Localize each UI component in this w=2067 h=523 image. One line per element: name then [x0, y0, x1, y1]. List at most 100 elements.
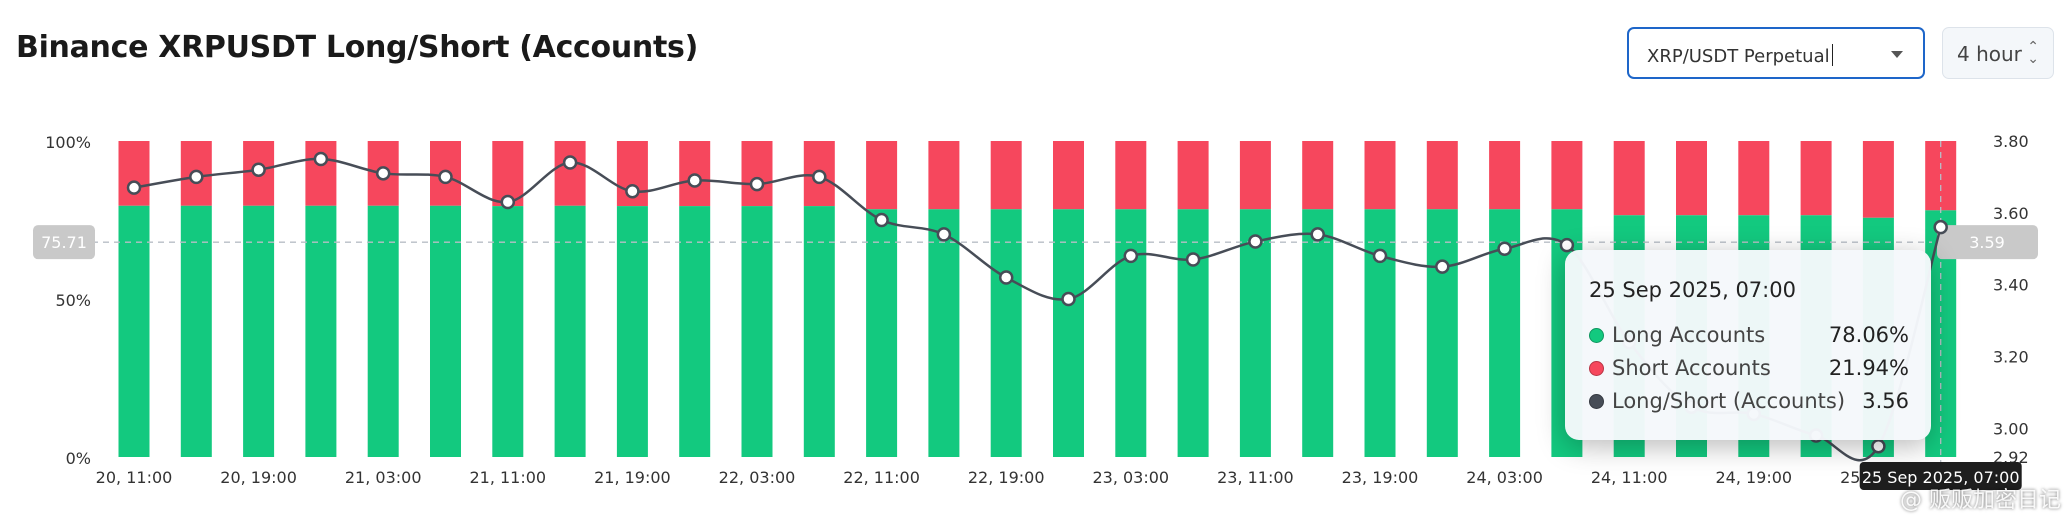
long-bar	[118, 205, 150, 457]
ratio-point	[562, 155, 578, 170]
short-bar	[741, 141, 773, 207]
ratio-point	[1497, 241, 1512, 256]
x-tick-label: 22, 19:00	[968, 468, 1045, 487]
ratio-point	[874, 212, 889, 228]
long-bar	[1177, 209, 1209, 457]
short-bar	[1800, 141, 1832, 216]
tooltip-row-long: Long Accounts 78.06%	[1589, 323, 1909, 353]
y-left-tick-label: 50%	[55, 291, 91, 310]
text-cursor	[1831, 44, 1833, 66]
tooltip-row-ratio: Long/Short (Accounts) 3.56	[1589, 389, 1909, 419]
x-tick-label: 21, 19:00	[594, 468, 671, 487]
up-down-chevron-icon: ⌃ ⌄	[2027, 38, 2039, 66]
short-accounts-dot-icon	[1589, 361, 1604, 376]
short-bar	[1053, 141, 1084, 210]
ratio-point	[812, 169, 827, 185]
ratio-point	[1310, 227, 1325, 242]
long-bar	[1239, 209, 1271, 457]
short-bar	[1551, 141, 1583, 210]
ratio-point	[998, 270, 1014, 285]
long-bar	[492, 206, 524, 457]
long-bar	[554, 205, 586, 457]
ratio-point	[1871, 438, 1886, 454]
short-bar	[1239, 141, 1271, 210]
short-bar	[866, 141, 898, 210]
crosshair-right-label-bg	[1937, 225, 2038, 260]
crosshair-left-label-bg	[33, 225, 95, 260]
short-bar	[1862, 141, 1894, 218]
tooltip-row-label: Short Accounts	[1612, 356, 1771, 380]
watermark: @ 贩贩加密日记	[1900, 488, 2061, 513]
long-bar	[367, 205, 399, 457]
chart-tooltip: 25 Sep 2025, 07:00 Long Accounts 78.06% …	[1565, 250, 1931, 440]
long-bar	[803, 206, 835, 457]
long-bar	[1426, 209, 1458, 457]
ratio-point	[438, 169, 453, 185]
ratio-point	[375, 166, 391, 181]
short-bar	[1426, 141, 1458, 210]
long-bar	[243, 205, 275, 457]
ratio-point	[1185, 252, 1201, 267]
short-bar	[554, 141, 586, 206]
crosshair-right-label: 3.59	[1969, 233, 2005, 252]
short-bar	[1613, 141, 1645, 216]
x-tick-label: 21, 03:00	[345, 468, 422, 487]
ratio-point	[749, 176, 765, 192]
chevron-down-icon	[1891, 51, 1903, 58]
ratio-point	[189, 169, 204, 185]
short-bar	[1177, 141, 1209, 210]
crosshair-x-label-bg	[1859, 462, 2022, 490]
long-bar	[866, 209, 898, 457]
ratio-point	[1061, 291, 1076, 307]
long-accounts-dot-icon	[1589, 328, 1604, 343]
long-bar	[180, 205, 212, 457]
ratio-point	[1559, 237, 1575, 253]
long-bar	[1115, 209, 1147, 457]
x-tick-label: 24, 11:00	[1591, 468, 1668, 487]
x-tick-label: 23, 03:00	[1092, 468, 1169, 487]
ratio-point	[1248, 234, 1263, 249]
ratio-point	[625, 184, 640, 199]
ratio-point	[1372, 248, 1388, 264]
symbol-select[interactable]: XRP/USDT Perpetual	[1627, 27, 1925, 79]
interval-select[interactable]: 4 hour ⌃ ⌄	[1942, 27, 2054, 79]
crosshair-x-label: 25 Sep 2025, 07:00	[1862, 468, 2020, 487]
long-bar	[679, 206, 711, 457]
y-left-tick-label: 100%	[45, 133, 91, 152]
short-bar	[1364, 141, 1396, 210]
y-right-tick-label: 3.00	[1993, 419, 2029, 438]
y-right-tick-label: 3.80	[1993, 132, 2029, 151]
ratio-point	[1435, 259, 1450, 274]
long-bar	[616, 206, 648, 457]
x-tick-label: 22, 03:00	[719, 468, 796, 487]
short-bar	[1489, 141, 1521, 210]
ratio-point	[126, 180, 142, 195]
y-right-tick-label: 3.60	[1993, 204, 2029, 223]
long-bar	[928, 209, 960, 457]
chart-title: Binance XRPUSDT Long/Short (Accounts)	[16, 30, 698, 65]
long-bar	[305, 205, 337, 457]
x-tick-label: 22, 11:00	[843, 468, 920, 487]
long-bar	[741, 206, 773, 457]
short-bar	[1115, 141, 1147, 210]
short-bar	[990, 141, 1022, 210]
y-right-tick-label: 3.20	[1993, 347, 2029, 366]
crosshair-left-label: 75.71	[41, 233, 87, 252]
short-bar	[118, 141, 150, 206]
ratio-point	[687, 173, 702, 188]
ratio-point	[936, 227, 952, 242]
tooltip-row-label: Long Accounts	[1612, 323, 1766, 347]
ratio-point	[500, 194, 516, 210]
long-bar	[1364, 209, 1396, 457]
long-bar	[1053, 209, 1084, 457]
y-right-tick-label: 3.40	[1993, 276, 2029, 295]
ratio-dot-icon	[1589, 394, 1604, 409]
tooltip-row-label: Long/Short (Accounts)	[1612, 389, 1846, 413]
y-left-tick-label: 0%	[66, 449, 91, 468]
symbol-select-value: XRP/USDT Perpetual	[1647, 44, 1833, 67]
x-tick-label: 24, 19:00	[1715, 468, 1792, 487]
short-bar	[1302, 141, 1334, 210]
tooltip-row-value: 3.56	[1862, 389, 1909, 413]
interval-select-value: 4 hour	[1957, 42, 2022, 66]
long-bar	[1302, 209, 1334, 457]
